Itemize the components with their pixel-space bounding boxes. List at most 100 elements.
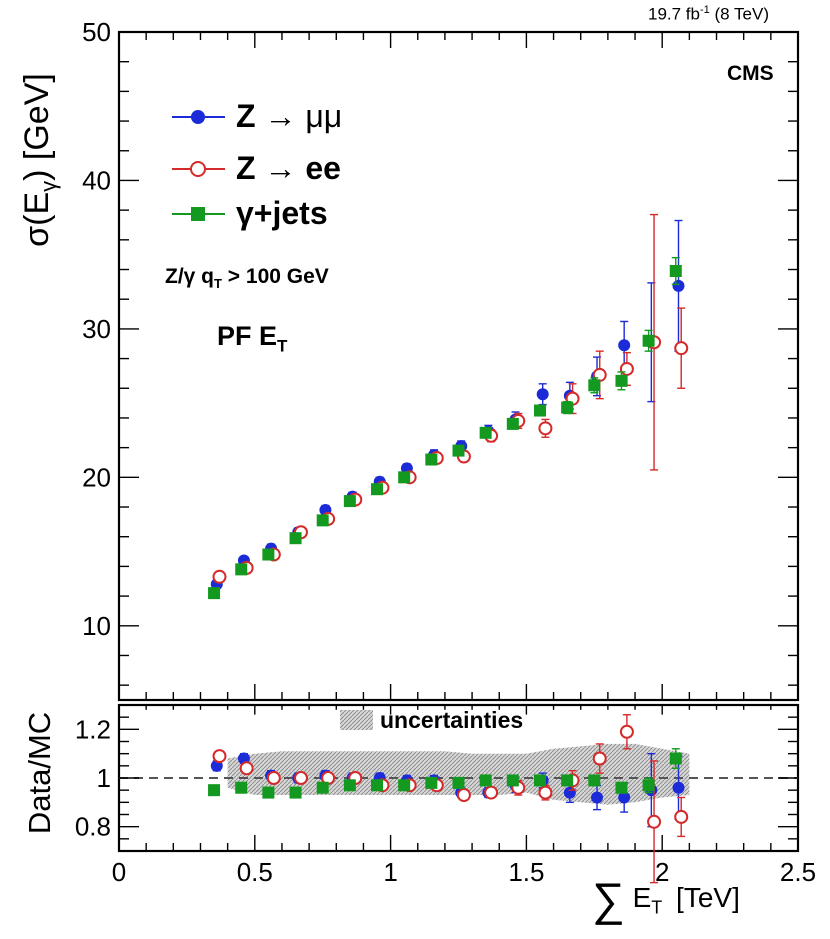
method-main: PF E xyxy=(217,321,278,351)
selection-sub: T xyxy=(214,276,222,292)
ratio-point-mumu xyxy=(618,791,631,804)
main-point-ee xyxy=(538,421,553,436)
main-y-tick-label: 30 xyxy=(82,314,111,344)
legend-ee-suffix: ee xyxy=(305,150,341,186)
main-point-gjets xyxy=(479,426,492,439)
ratio-point-ee xyxy=(293,771,308,785)
main-point-gjets xyxy=(289,532,302,545)
x-label-unit: [TeV] xyxy=(676,882,740,913)
main-point-gjets xyxy=(452,444,465,457)
x-tick-label: 2.5 xyxy=(780,857,816,887)
x-tick-label: 2 xyxy=(655,857,669,887)
ratio-point-mumu xyxy=(672,781,685,794)
legend-marker-gjets xyxy=(191,207,205,221)
legend-markers xyxy=(172,110,373,730)
legend-label-ee: Z → ee xyxy=(236,150,341,187)
lumi-label: 19.7 fb-1 (8 TeV) xyxy=(648,4,769,25)
x-axis-label: ∑ ET [TeV] xyxy=(592,872,740,926)
ratio-point-ee xyxy=(538,785,553,800)
ratio-y-tick-label: 1.2 xyxy=(75,714,111,744)
data-markers xyxy=(208,213,689,884)
main-point-gjets xyxy=(398,471,411,484)
ratio-point-gjets xyxy=(533,774,546,787)
main-point-gjets xyxy=(316,514,329,527)
legend-ee-prefix: Z → xyxy=(236,150,306,186)
method-annotation: PF ET xyxy=(217,321,287,356)
main-point-gjets xyxy=(208,587,221,600)
ratio-point-ee xyxy=(212,749,227,764)
experiment-label: CMS xyxy=(727,62,774,85)
y-label-sub: γ xyxy=(35,180,61,192)
ratio-point-gjets xyxy=(398,779,411,792)
ratio-point-gjets xyxy=(506,774,519,787)
lumi-unit-exponent: -1 xyxy=(700,4,710,16)
x-label-sum: ∑ xyxy=(592,873,625,925)
energy-label: (8 TeV) xyxy=(714,4,770,24)
ratio-y-tick-label: 0.8 xyxy=(75,812,111,842)
ratio-y-axis-label: Data/MC xyxy=(22,711,57,835)
main-point-mumu xyxy=(536,388,549,401)
main-point-gjets xyxy=(588,379,601,392)
main-y-tick-label: 50 xyxy=(82,17,111,47)
main-point-mumu xyxy=(672,279,685,292)
ratio-point-gjets xyxy=(208,784,221,797)
selection-annotation: Z/γ qT > 100 GeV xyxy=(165,265,329,291)
ratio-point-gjets xyxy=(425,776,438,789)
main-point-gjets xyxy=(642,334,655,347)
legend-label-gjets: γ+jets xyxy=(236,195,328,231)
legend-label-mumu: Z → μμ xyxy=(236,98,342,135)
ratio-point-ee xyxy=(266,771,281,785)
ratio-point-ee xyxy=(239,761,254,776)
lumi-value: 19.7 fb xyxy=(648,4,700,24)
ratio-point-gjets xyxy=(588,774,601,787)
main-y-tick-label: 20 xyxy=(82,462,111,492)
main-point-gjets xyxy=(533,404,546,417)
ratio-point-ee xyxy=(619,724,634,739)
axes-and-ticks: 0 0.5 1 1.5 2 2.5 10 20 30 40 50 0.8 1 1.2 xyxy=(75,17,816,887)
uncertainty-legend-swatch xyxy=(340,710,373,730)
main-panel-frame xyxy=(117,30,800,702)
ratio-point-ee xyxy=(456,788,471,803)
ratio-y-tick-label: 1 xyxy=(97,763,111,793)
ratio-point-gjets xyxy=(262,786,275,799)
main-y-axis-label: σ(Eγ) [GeV] xyxy=(18,73,62,247)
main-point-gjets xyxy=(615,374,628,387)
legend-mumu-prefix: Z → xyxy=(236,98,306,134)
ratio-point-gjets xyxy=(615,781,628,794)
legend-mumu-suffix: μμ xyxy=(305,98,343,134)
main-point-gjets xyxy=(561,401,574,414)
ratio-point-gjets xyxy=(452,776,465,789)
ratio-point-gjets xyxy=(343,779,356,792)
ratio-point-gjets xyxy=(642,779,655,792)
ratio-point-gjets xyxy=(371,779,384,792)
main-point-gjets xyxy=(506,417,519,430)
main-y-tick-label: 40 xyxy=(82,165,111,195)
ratio-point-gjets xyxy=(316,781,329,794)
ratio-point-ee xyxy=(484,785,499,800)
main-point-ee xyxy=(674,341,689,356)
x-tick-label: 0.5 xyxy=(237,857,273,887)
ratio-point-gjets xyxy=(479,774,492,787)
main-point-gjets xyxy=(235,563,248,576)
method-sub: T xyxy=(277,336,288,356)
legend-marker-ee xyxy=(190,161,206,177)
x-tick-label: 1.5 xyxy=(508,857,544,887)
y-label-rest: ) [GeV] xyxy=(18,73,57,181)
ratio-point-gjets xyxy=(561,774,574,787)
ratio-point-gjets xyxy=(289,786,302,799)
main-point-mumu xyxy=(618,339,631,352)
ratio-point-gjets xyxy=(235,781,248,794)
uncertainties-label: uncertainties xyxy=(380,707,524,733)
x-label-e: E xyxy=(632,882,652,913)
ratio-point-mumu xyxy=(563,786,576,799)
main-point-ee xyxy=(212,569,227,584)
selection-rest: > 100 GeV xyxy=(221,265,329,288)
main-point-gjets xyxy=(343,495,356,508)
selection-main: Z/γ q xyxy=(165,265,215,288)
y-label-main: σ(E xyxy=(18,191,57,247)
ratio-point-mumu xyxy=(591,791,604,804)
x-tick-label: 0 xyxy=(112,857,126,887)
main-point-ee xyxy=(592,367,607,382)
main-point-gjets xyxy=(262,548,275,561)
